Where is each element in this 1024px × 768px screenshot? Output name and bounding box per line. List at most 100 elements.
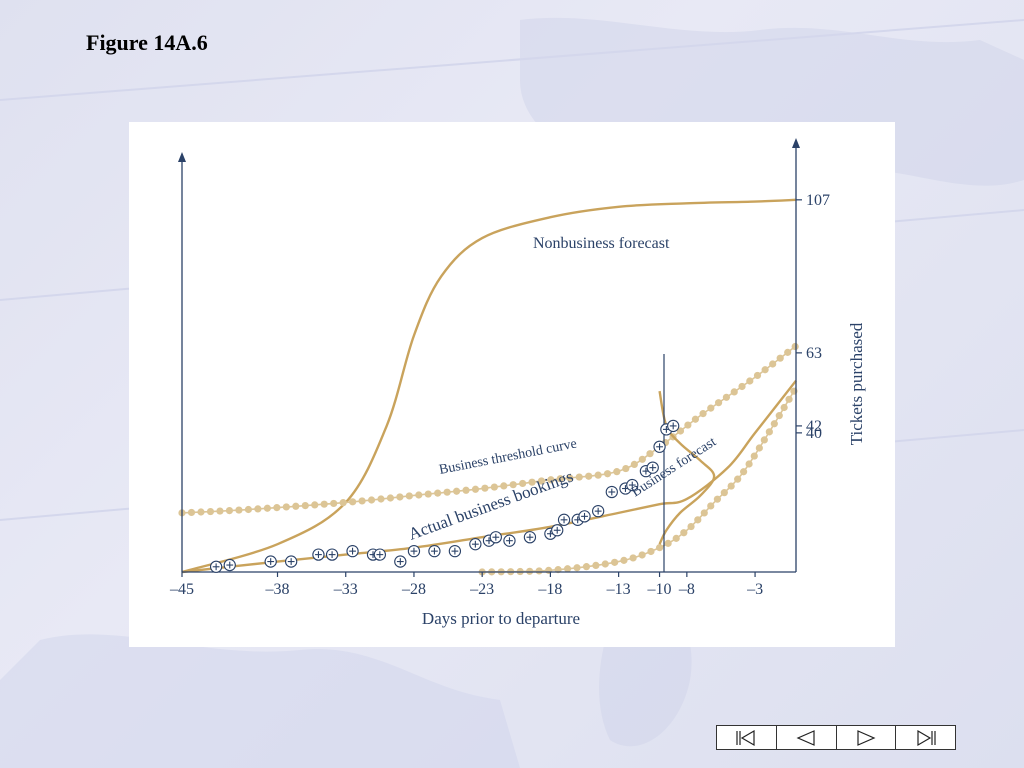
previous-slide-button[interactable] (777, 726, 837, 749)
dotted-bead (225, 506, 234, 515)
dotted-bead (629, 554, 637, 562)
x-tick-label: –13 (606, 581, 631, 598)
dotted-bead (680, 529, 688, 537)
dotted-bead (519, 479, 527, 488)
dotted-bead (664, 539, 672, 547)
dotted-bead (526, 567, 534, 575)
x-tick-label: –10 (647, 581, 672, 598)
bookings-markers-group (209, 419, 680, 573)
dotted-bead (377, 495, 385, 503)
dotted-bead (282, 503, 290, 511)
booking-marker (523, 531, 537, 544)
dotted-bead (687, 522, 695, 531)
dotted-bead (700, 509, 708, 517)
x-tick-label: –3 (746, 581, 763, 598)
x-tick-label: –28 (401, 581, 426, 598)
dotted-bead (611, 558, 619, 566)
dotted-bead (714, 399, 723, 407)
dotted-bead (791, 342, 799, 351)
dotted-bead (780, 403, 788, 412)
next-slide-icon (857, 729, 876, 746)
dotted-bead (528, 478, 536, 486)
dotted-bead (349, 498, 357, 506)
dotted-bead (254, 505, 262, 513)
next-slide-button[interactable] (837, 726, 897, 749)
dotted-bead (244, 505, 253, 514)
booking-marker (407, 544, 421, 558)
dotted-bead (367, 496, 376, 504)
dotted-bead (556, 475, 564, 483)
dotted-bead (197, 508, 205, 516)
dotted-bead (535, 567, 543, 575)
dotted-bead (263, 504, 271, 512)
y-tick-label: 42 (806, 418, 822, 435)
booking-marker (469, 538, 482, 551)
dotted-bead (603, 470, 612, 478)
booking-marker (667, 419, 680, 433)
last-slide-button[interactable] (896, 726, 955, 749)
dotted-bead (776, 354, 784, 362)
first-slide-icon (736, 729, 755, 746)
dotted-bead (471, 485, 480, 493)
dotted-bead (481, 484, 489, 492)
dotted-bead (452, 487, 461, 495)
dotted-bead (405, 492, 413, 500)
dotted-bead (613, 468, 621, 476)
dotted-bead (575, 473, 583, 481)
booking-marker (285, 555, 298, 568)
nonbusiness-forecast-label: Nonbusiness forecast (533, 235, 670, 252)
dotted-bead (760, 436, 768, 444)
lower-dotted-band-curve (482, 387, 797, 573)
booking-marker (489, 531, 502, 544)
dotted-bead (753, 371, 762, 380)
dotted-bead (745, 460, 753, 468)
booking-marker (373, 548, 386, 561)
dotted-bead (699, 410, 707, 418)
slide-title: Figure 14A.6 (86, 30, 208, 55)
dotted-bead (601, 560, 609, 568)
x-tick-label: –38 (265, 581, 290, 598)
dotted-bead (592, 561, 600, 569)
booking-marker (394, 555, 407, 568)
dotted-bead (707, 502, 715, 510)
dotted-bead (386, 494, 395, 502)
dotted-bead (785, 395, 793, 403)
dotted-bead (490, 483, 498, 491)
dotted-bead (594, 471, 602, 479)
dotted-bead (684, 421, 692, 429)
booking-marker (325, 548, 339, 561)
booking-marker (209, 560, 223, 573)
dotted-bead (622, 464, 630, 473)
booking-marker (646, 461, 659, 474)
nonbusiness-forecast-curve (181, 198, 797, 574)
booking-marker (551, 524, 564, 537)
dotted-bead (727, 482, 735, 490)
dotted-bead (761, 366, 769, 374)
dotted-bead (647, 547, 655, 556)
dotted-bead (638, 551, 646, 559)
dotted-bead (563, 565, 572, 573)
dotted-bead (656, 544, 664, 552)
axes-group (178, 138, 800, 573)
dotted-bead (694, 516, 702, 524)
previous-slide-icon (796, 729, 815, 746)
dotted-bead (301, 501, 309, 510)
annotation-labels: Nonbusiness forecast Business threshold … (406, 235, 866, 628)
dotted-bead (566, 474, 574, 482)
first-slide-button[interactable] (717, 726, 777, 749)
dotted-bead (216, 507, 224, 515)
y-tick-label: 40 (806, 425, 822, 442)
y-tick-label: 63 (806, 345, 822, 362)
dotted-bead (765, 428, 773, 436)
right-axis-arrow (792, 138, 800, 148)
dotted-bead (720, 489, 728, 497)
booking-marker (312, 548, 325, 561)
booking-marker (264, 555, 277, 568)
dotted-bead (620, 556, 628, 564)
left-axis-arrow (178, 152, 186, 162)
dotted-bead (547, 476, 555, 484)
dotted-bead (646, 450, 654, 458)
booking-marker (653, 440, 666, 453)
